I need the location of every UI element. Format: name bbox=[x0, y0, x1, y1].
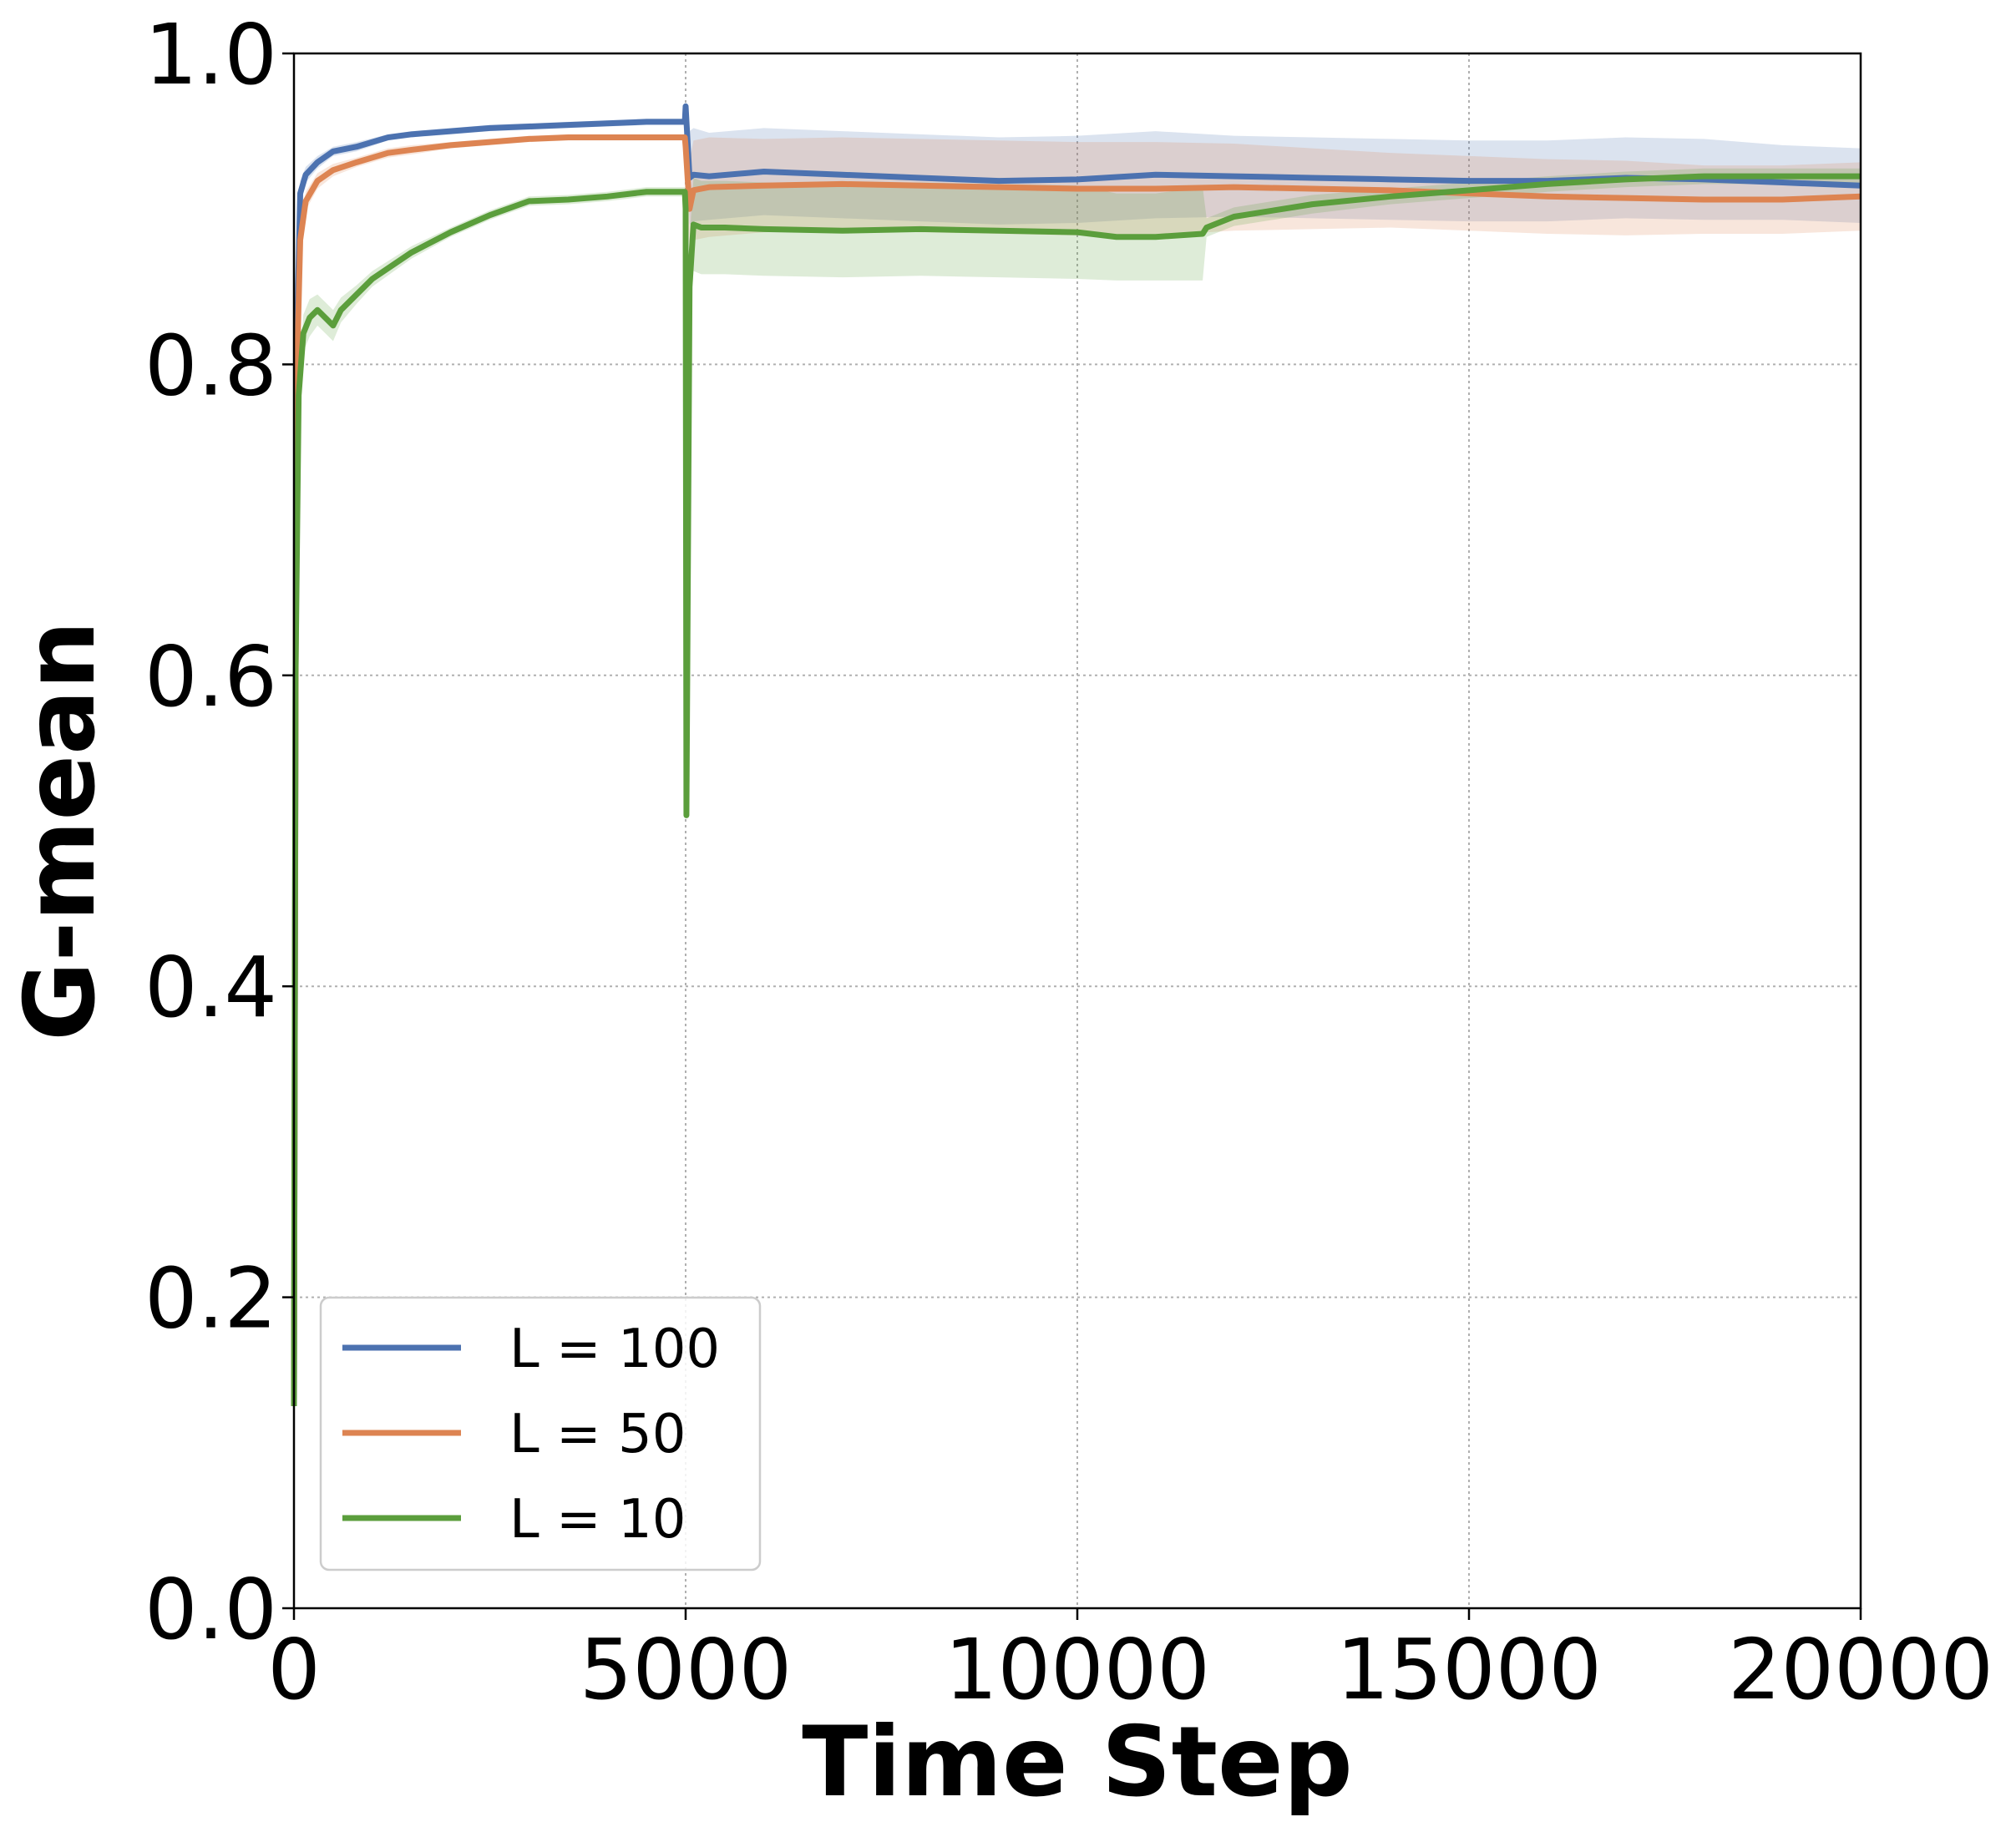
y-axis-title: G-mean bbox=[4, 620, 117, 1041]
series-lines bbox=[291, 103, 1862, 1406]
legend-label: L = 10 bbox=[509, 1489, 686, 1551]
y-tick-label: 0.4 bbox=[144, 939, 277, 1036]
y-tick-label: 0.8 bbox=[144, 316, 277, 414]
x-tick-label: 0 bbox=[267, 1621, 321, 1718]
x-tick-label: 10000 bbox=[945, 1621, 1210, 1718]
y-tick-label: 0.0 bbox=[144, 1561, 277, 1658]
legend-label: L = 50 bbox=[509, 1404, 686, 1465]
y-tick-label: 0.6 bbox=[144, 628, 277, 726]
axis-ticks: 0 5000 10000 15000 20000 0.0 0.2 0.4 0.6 0.8 1.0 bbox=[144, 6, 1993, 1718]
x-tick-label: 5000 bbox=[580, 1621, 793, 1718]
x-tick-label: 20000 bbox=[1728, 1621, 1993, 1718]
y-tick-label: 1.0 bbox=[144, 6, 277, 104]
x-tick-label: 15000 bbox=[1336, 1621, 1602, 1718]
legend-box bbox=[319, 1296, 762, 1571]
legend-label: L = 100 bbox=[509, 1318, 720, 1380]
series-line bbox=[291, 134, 1862, 1406]
y-tick-label: 0.2 bbox=[144, 1250, 277, 1348]
x-axis-title: Time Step bbox=[802, 1706, 1353, 1819]
legend: L = 100 L = 50 L = 10 bbox=[319, 1296, 762, 1571]
confidence-band bbox=[294, 168, 1861, 1406]
series-line bbox=[291, 173, 1861, 1406]
confidence-band bbox=[294, 134, 1861, 1406]
